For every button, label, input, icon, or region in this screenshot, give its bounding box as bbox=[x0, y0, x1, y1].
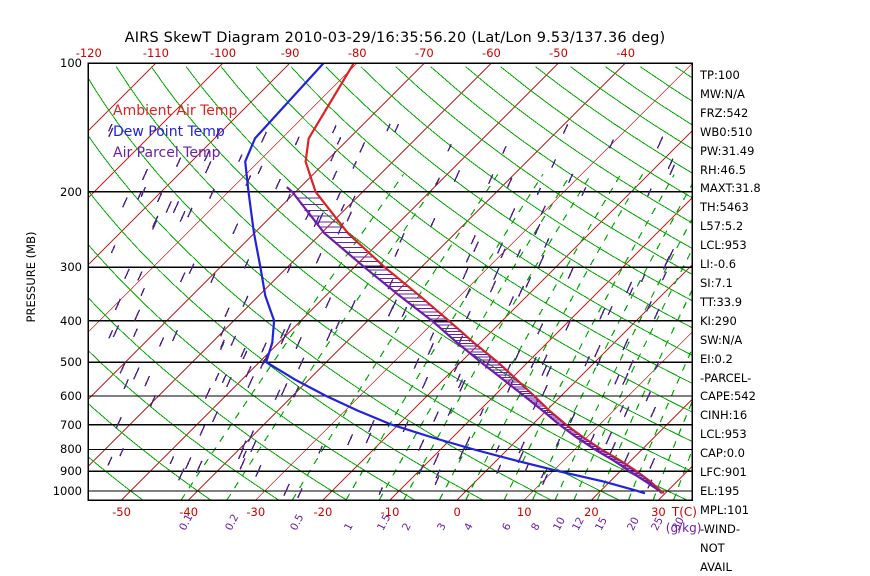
pressure-tick: 500 bbox=[60, 355, 82, 370]
pressure-tick: 800 bbox=[60, 442, 82, 457]
chart-title: AIRS SkewT Diagram 2010-03-29/16:35:56.2… bbox=[124, 30, 666, 46]
index-value: CAP:0.0 bbox=[700, 446, 745, 461]
top-temp-tick: -70 bbox=[414, 46, 434, 60]
pressure-tick: 900 bbox=[60, 464, 82, 479]
legend-item: Dew Point Temp bbox=[113, 124, 225, 140]
index-value: -WIND- bbox=[700, 521, 741, 536]
index-value: SW:N/A bbox=[700, 332, 743, 347]
top-temp-tick: -40 bbox=[616, 46, 636, 60]
index-value: WB0:510 bbox=[700, 124, 753, 139]
index-value: LCL:953 bbox=[700, 238, 747, 253]
top-temp-tick: -110 bbox=[142, 46, 169, 60]
indices-panel: TP:100 MW:N/A FRZ:542 WB0:510 PW:31.49 RH:46.… bbox=[700, 66, 820, 576]
pressure-tick: 100 bbox=[60, 56, 82, 70]
index-value: AVAIL bbox=[700, 559, 732, 574]
index-value: TP:100 bbox=[700, 68, 740, 82]
pressure-tick: 600 bbox=[60, 388, 82, 403]
top-temp-tick: -60 bbox=[482, 46, 501, 60]
top-temp-tick: -100 bbox=[209, 46, 237, 60]
index-value: EL:195 bbox=[700, 483, 740, 498]
bottom-temp-tick: 30 bbox=[651, 505, 666, 519]
index-value: CAPE:542 bbox=[700, 389, 756, 404]
index-value: L57:5.2 bbox=[700, 219, 744, 234]
index-value: TH:5463 bbox=[700, 200, 749, 215]
index-value: NOT bbox=[700, 540, 725, 555]
bottom-temp-tick: -10 bbox=[380, 505, 400, 519]
bottom-temp-tick: -20 bbox=[313, 505, 333, 519]
bottom-temp-tick: -30 bbox=[246, 505, 266, 519]
bottom-temp-tick: -40 bbox=[179, 505, 199, 519]
index-value: LCL:953 bbox=[700, 427, 747, 442]
pressure-tick: 300 bbox=[60, 260, 82, 275]
index-value: -PARCEL- bbox=[700, 370, 752, 385]
index-value: RH:46.5 bbox=[700, 162, 747, 177]
pressure-axis-label: PRESSURE (MB) bbox=[24, 231, 38, 323]
index-value: EI:0.2 bbox=[700, 351, 733, 366]
temperature-unit-label: T(C) bbox=[671, 505, 697, 519]
skewt-plot-canvas bbox=[87, 62, 693, 501]
top-temp-tick: -120 bbox=[75, 46, 102, 60]
pressure-tick: 700 bbox=[60, 417, 82, 432]
index-value: SI:7.1 bbox=[700, 275, 733, 290]
index-value: LFC:901 bbox=[700, 465, 747, 480]
pressure-tick: 1000 bbox=[52, 483, 82, 498]
pressure-tick: 200 bbox=[60, 184, 82, 199]
index-value: CINH:16 bbox=[700, 408, 748, 423]
skewt-figure: AIRS SkewT Diagram 2010-03-29/16:35:56.2… bbox=[24, 30, 761, 574]
bottom-temp-tick: 0 bbox=[453, 505, 461, 519]
top-temp-tick: -50 bbox=[549, 46, 568, 60]
bottom-temp-tick: 10 bbox=[516, 505, 532, 519]
index-value: FRZ:542 bbox=[700, 105, 749, 120]
index-value: TT:33.9 bbox=[700, 294, 743, 309]
mixing-ratio-unit-label: (g/kg) bbox=[665, 521, 702, 535]
legend-item: Ambient Air Temp bbox=[113, 103, 238, 119]
top-temp-tick: -90 bbox=[280, 46, 300, 60]
bottom-temp-tick: 20 bbox=[584, 505, 599, 519]
index-value: MAXT:31.8 bbox=[700, 181, 761, 196]
index-value: KI:290 bbox=[700, 313, 737, 328]
pressure-tick: 400 bbox=[60, 313, 82, 328]
legend-item: Air Parcel Temp bbox=[113, 145, 221, 161]
index-value: MPL:101 bbox=[700, 502, 750, 517]
index-value: PW:31.49 bbox=[700, 143, 755, 158]
index-value: LI:-0.6 bbox=[700, 257, 737, 272]
index-value: MW:N/A bbox=[700, 86, 745, 101]
bottom-temp-tick: -50 bbox=[112, 505, 131, 519]
top-temp-tick: -80 bbox=[347, 46, 367, 60]
